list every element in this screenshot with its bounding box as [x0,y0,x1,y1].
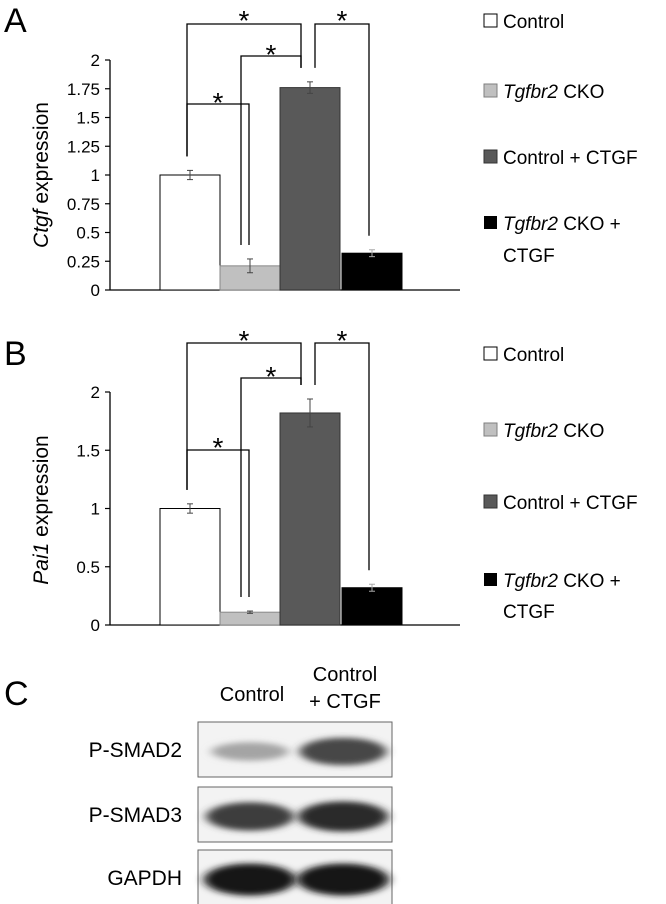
blot-band-2-0 [204,863,296,896]
y-tick-label-b-2: 1 [91,500,100,519]
legend-a-cko-ctgf: Tgfbr2 CKO + [503,214,621,235]
blot-band-1-1 [298,801,388,832]
legend-a-swatch-control-ctgf [483,149,498,164]
significance-bracket-b-2 [186,342,302,490]
y-tick-label-b-3: 1.5 [76,441,100,460]
significance-star-b-1: * [266,361,277,392]
legend-a-cko-ctgf-line2: CTGF [503,246,555,267]
legend-a-swatch-control [483,13,498,28]
panel-letter-a: A [4,2,27,40]
blot-column-control: Control [220,684,284,706]
legend-b-cko-ctgf-line2: CTGF [503,602,555,623]
y-axis-label-a: Ctgf expression [30,102,53,248]
significance-bracket-b-3 [314,342,370,571]
y-axis-label-b: Pai1 expression [30,435,53,584]
significance-bracket-a-2 [186,23,302,157]
significance-star-a-3: * [337,5,348,36]
y-axis-suffix-b: expression [30,435,53,542]
legend-b-cko-suffix: CKO [563,421,604,442]
legend-a: Control Tgfbr2 CKO Control + CTGF Tgfbr2… [483,12,638,267]
legend-a-cko-ctgf-gene: Tgfbr2 [503,214,558,235]
bar-b-1 [219,611,281,626]
legend-a-cko-suffix: CKO [563,82,604,103]
y-tick-label-a-7: 1.75 [67,80,100,99]
significance-bracket-a-3 [314,23,370,236]
bar-a-0 [159,174,221,291]
legend-b-swatch-control-ctgf [483,494,498,509]
y-tick-label-b-1: 0.5 [76,558,100,577]
y-tick-label-a-0: 0 [91,281,100,300]
blot-band-1-0 [206,802,294,831]
bar-b-2 [279,412,341,626]
legend-b-control: Control [503,345,564,366]
y-tick-label-a-6: 1.5 [76,109,100,128]
legend-b-swatch-cko-ctgf [484,573,497,586]
legend-a-swatch-cko [483,83,498,98]
chart-b: Pai1 expression 0 0.5 1 1.5 2 * * * * [30,325,460,635]
significance-star-a-2: * [239,5,250,36]
y-axis-suffix-a: expression [30,102,53,209]
y-tick-label-b-4: 2 [91,383,100,402]
bar-a-2 [279,87,341,291]
legend-b-control-ctgf: Control + CTGF [503,493,638,514]
bar-b-0 [159,508,221,626]
legend-b-cko-ctgf-gene: Tgfbr2 [503,571,558,592]
y-tick-label-b-0: 0 [91,616,100,635]
y-tick-label-a-2: 0.5 [76,224,100,243]
western-blot: Control Control + CTGF P-SMAD2 P-SMAD3 GAP… [89,664,393,904]
significance-star-b-3: * [337,325,348,356]
legend-a-swatch-cko-ctgf [484,216,497,229]
y-tick-label-a-1: 0.25 [67,252,100,271]
legend-a-cko-ctgf-suffix: CKO + [563,214,621,235]
legend-a-cko-gene: Tgfbr2 [503,82,558,103]
bar-a-3 [341,252,403,291]
panel-letter-c: C [4,675,29,713]
blot-row-label-1: P-SMAD3 [89,804,182,827]
legend-b-cko-ctgf: Tgfbr2 CKO + [503,571,621,592]
chart-a: Ctgf expression 0 0.25 0.5 0.75 1 1.25 1.5 1.75… [30,5,460,300]
blot-row-label-2: GAPDH [107,867,182,890]
blot-rows: P-SMAD2 P-SMAD3 GAPDH [89,721,393,904]
panel-letter-b: B [4,335,27,373]
blot-band-0-0 [211,742,289,761]
significance-star-b-0: * [213,432,224,463]
legend-b-cko: Tgfbr2 CKO [503,421,604,442]
y-axis-gene-a: Ctgf [30,207,53,248]
y-tick-label-a-3: 0.75 [67,195,100,214]
significance-star-a-0: * [213,87,224,118]
y-tick-label-a-5: 1.25 [67,137,100,156]
legend-a-control-ctgf: Control + CTGF [503,148,638,169]
legend-a-cko: Tgfbr2 CKO [503,82,604,103]
legend-b-cko-ctgf-suffix: CKO + [563,571,621,592]
y-tick-label-a-4: 1 [91,166,100,185]
legend-b-cko-gene: Tgfbr2 [503,421,558,442]
y-axis-gene-b: Pai1 [30,543,53,585]
blot-band-2-1 [297,863,389,896]
legend-b-swatch-control [483,346,498,361]
legend-a-control: Control [503,12,564,33]
legend-b-swatch-cko [483,422,498,437]
blot-row-label-0: P-SMAD2 [89,739,182,762]
significance-star-a-1: * [266,39,277,70]
blot-column-ctgf-line2: + CTGF [309,691,381,713]
blot-band-0-1 [299,737,387,766]
legend-b: Control Tgfbr2 CKO Control + CTGF Tgfbr2… [483,345,638,623]
blot-column-ctgf-line1: Control [313,664,377,686]
bar-b-3 [341,587,403,626]
y-tick-label-a-8: 2 [91,51,100,70]
significance-star-b-2: * [239,325,250,356]
